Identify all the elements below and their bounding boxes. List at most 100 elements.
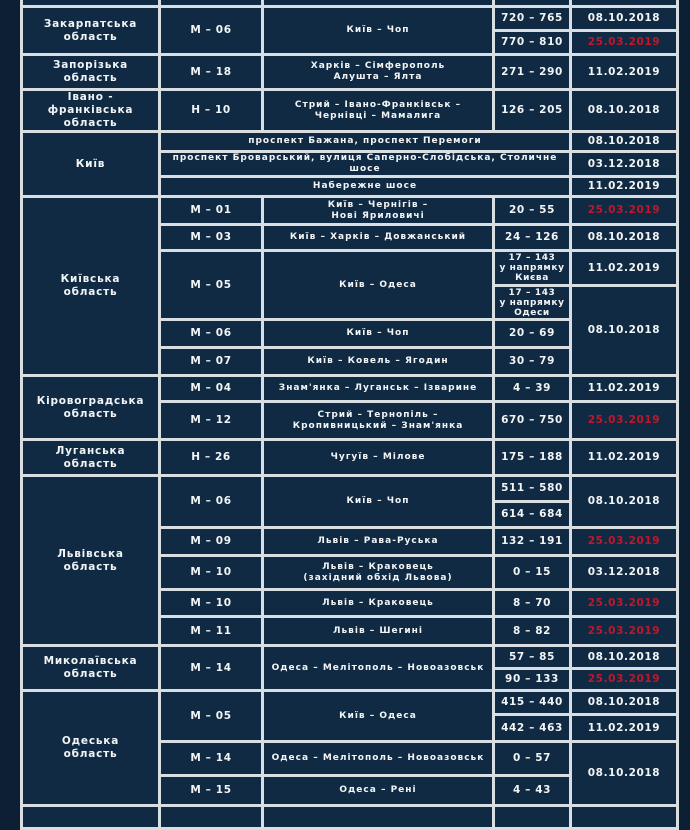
table-row: М – 14 Одеса – Мелітополь – Новоазовськ 0 …	[23, 743, 676, 804]
road-code-cell: Н – 10	[161, 91, 261, 130]
region-cell: Закарпатська область	[23, 8, 158, 53]
route-cell: Знам'янка – Луганськ – Ізварине	[264, 377, 492, 400]
km-range-cell: 30 – 79	[495, 349, 569, 374]
date-cell: 11.02.2019	[572, 178, 676, 195]
date-cell: 08.10.2018	[572, 226, 676, 249]
date-cell: 11.02.2019	[572, 441, 676, 474]
road-code-cell: М – 10	[161, 591, 261, 615]
region-cell: Луганська область	[23, 441, 158, 474]
route-cell: Київ – Харків – Довжанський	[264, 226, 492, 249]
table-row: Івано - франківська область Н – 10 Стрий –…	[23, 91, 676, 130]
date-cell: 25.03.2019	[572, 403, 676, 438]
road-code-cell: М – 15	[161, 777, 261, 804]
date-cell: 25.03.2019	[572, 670, 676, 689]
table-row: 614 – 684	[23, 503, 676, 526]
km-range-cell: 0 – 15	[495, 557, 569, 588]
table-row	[23, 0, 676, 5]
date-cell: 11.02.2019	[572, 716, 676, 740]
date-cell: 08.10.2018	[572, 743, 676, 804]
date-cell: 03.12.2018	[572, 557, 676, 588]
km-range-cell: 770 – 810	[495, 32, 569, 53]
km-range-cell: 0 – 57	[495, 743, 569, 774]
region-cell	[23, 807, 158, 827]
table-row: М – 11 Львів – Шегині 8 – 82 25.03.2019	[23, 618, 676, 644]
route-cell: Стрий – Івано-Франківськ – Чернівці – Ма…	[264, 91, 492, 130]
road-code-cell: М – 01	[161, 198, 261, 223]
route-cell: Львів – Краковець	[264, 591, 492, 615]
road-code-cell: М – 09	[161, 529, 261, 554]
table-row: Кіровоградська область М – 04 Знам'янка – …	[23, 377, 676, 438]
region-cell: Київська область	[23, 198, 158, 374]
road-code-cell: М – 05	[161, 692, 261, 740]
table-row: 17 – 143 у напрямку Одеси 08.10.2018	[23, 287, 676, 374]
region-cell: Кіровоградська область	[23, 377, 158, 438]
road-code-cell: М – 06	[161, 321, 261, 346]
route-cell: Одеса – Рені	[264, 777, 492, 804]
km-range-cell: 415 – 440	[495, 692, 569, 713]
region-cell: Львівська область	[23, 477, 158, 644]
table-row: Луганська область Н – 26 Чугуїв – Мілове 17…	[23, 441, 676, 474]
date-cell: 11.02.2019	[572, 377, 676, 400]
route-cell: Одеса – Мелітополь – Новоазовськ	[264, 743, 492, 774]
km-range-cell: 4 – 39	[495, 377, 569, 400]
date-cell	[572, 807, 676, 827]
route-cell: Львів – Краковець (західний обхід Львова…	[264, 557, 492, 588]
date-cell: 11.02.2019	[572, 56, 676, 88]
table-row: М – 12 Стрий – Тернопіль – Кропивницький …	[23, 403, 676, 438]
km-range-cell: 4 – 43	[495, 777, 569, 804]
table-row: М – 07 Київ – Ковель – Ягодин 30 – 79	[23, 349, 676, 374]
km-range-cell: 8 – 82	[495, 618, 569, 644]
date-cell: 08.10.2018	[572, 287, 676, 374]
table-body: Закарпатська область М – 06 Київ – Чоп 720 …	[23, 0, 676, 827]
route-cell: Харків – Сімферополь Алушта – Ялта	[264, 56, 492, 88]
km-range-cell	[495, 807, 569, 827]
road-code-cell: Н – 26	[161, 441, 261, 474]
km-range-cell: 90 – 133	[495, 670, 569, 689]
route-cell: Львів – Шегині	[264, 618, 492, 644]
road-code-cell: М – 06	[161, 8, 261, 53]
date-cell: 08.10.2018	[572, 133, 676, 150]
km-range-cell: 8 – 70	[495, 591, 569, 615]
date-cell: 03.12.2018	[572, 153, 676, 175]
route-cell: Стрий – Тернопіль – Кропивницький – Знам…	[264, 403, 492, 438]
route-cell	[264, 807, 492, 827]
date-cell: 08.10.2018	[572, 692, 676, 713]
region-cell: Київ	[23, 133, 158, 195]
date-cell: 25.03.2019	[572, 591, 676, 615]
route-cell: Набережне шосе	[161, 178, 569, 195]
route-cell: Київ – Одеса	[264, 252, 492, 318]
road-code-cell: М – 05	[161, 252, 261, 318]
table-row: Одеська область М – 05 Київ – Одеса 415 – 4…	[23, 692, 676, 804]
km-range-cell: 20 – 55	[495, 198, 569, 223]
km-range-cell: 17 – 143 у напрямку Києва	[495, 252, 569, 284]
road-code-cell: М – 04	[161, 377, 261, 400]
km-range-cell	[495, 0, 569, 5]
date-cell: 11.02.2019	[572, 252, 676, 284]
date-cell: 08.10.2018	[572, 647, 676, 667]
road-code-cell: М – 12	[161, 403, 261, 438]
table-row: Закарпатська область М – 06 Київ – Чоп 720 …	[23, 8, 676, 53]
date-cell	[572, 0, 676, 5]
table-row: Львівська область М – 06 Київ – Чоп 511 – 5…	[23, 477, 676, 644]
route-cell: Київ – Чоп	[264, 321, 492, 346]
km-range-cell: 126 – 205	[495, 91, 569, 130]
table-row: Набережне шосе 11.02.2019	[23, 178, 676, 195]
road-code-cell: М – 03	[161, 226, 261, 249]
road-code-cell: М – 18	[161, 56, 261, 88]
table-row: 442 – 463 11.02.2019	[23, 716, 676, 740]
road-code-cell: М – 11	[161, 618, 261, 644]
road-code-cell: М – 06	[161, 477, 261, 526]
table-row: М – 09 Львів – Рава-Руська 132 – 191 25.03.…	[23, 529, 676, 554]
table-row: Київська область М – 01 Київ – Чернігів – …	[23, 198, 676, 374]
table-row: М – 10 Львів – Краковець 8 – 70 25.03.2019	[23, 591, 676, 615]
date-cell: 08.10.2018	[572, 477, 676, 526]
table-row: М – 03 Київ – Харків – Довжанський 24 – 12…	[23, 226, 676, 249]
route-cell	[264, 0, 492, 5]
region-cell: Івано - франківська область	[23, 91, 158, 130]
km-range-cell: 175 – 188	[495, 441, 569, 474]
route-cell: Київ – Чоп	[264, 8, 492, 53]
date-cell: 25.03.2019	[572, 529, 676, 554]
route-cell: Київ – Чернігів – Нові Яриловичі	[264, 198, 492, 223]
route-cell: Київ – Одеса	[264, 692, 492, 740]
table-row: проспект Броварський, вулиця Саперно-Сло…	[23, 153, 676, 175]
